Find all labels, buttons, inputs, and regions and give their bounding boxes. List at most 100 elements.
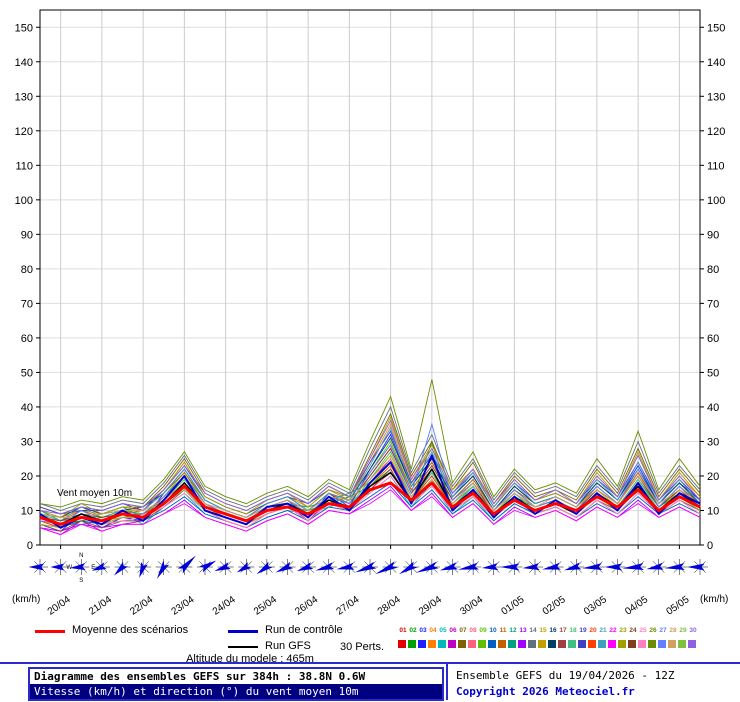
perturbation-color-swatch <box>468 640 476 648</box>
perturbation-color-swatch <box>488 640 496 648</box>
wind-direction-arrow-icon <box>375 561 398 575</box>
perturbation-number: 28 <box>669 627 677 634</box>
perturbation-number: 30 <box>689 627 697 634</box>
wind-direction-arrow-icon <box>275 561 294 573</box>
run-info-label: Ensemble GEFS du 19/04/2026 - 12Z <box>456 669 675 682</box>
diagram-title: Diagramme des ensembles GEFS sur 384h : … <box>30 669 442 684</box>
x-axis-date-label: 25/04 <box>252 594 279 618</box>
x-axis-date-label: 02/05 <box>541 594 568 618</box>
wind-direction-arrow-icon <box>50 563 65 571</box>
y-axis-label-left: 10 <box>21 505 33 517</box>
perturbation-color-swatch <box>478 640 486 648</box>
perturbation-color-swatch <box>618 640 626 648</box>
x-axis-date-label: 01/05 <box>500 594 527 618</box>
x-axis-date-label: 22/04 <box>128 594 155 618</box>
mean-line-sample <box>35 630 65 633</box>
ensemble-chart: 0 0 10 10 20 20 30 30 40 40 50 50 60 60 70 70 80 80 90 90 10… <box>15 9 725 618</box>
perturbation-number: 03 <box>419 627 427 634</box>
wind-direction-arrow-icon <box>664 563 685 571</box>
perturbation-color-swatch <box>448 640 456 648</box>
mean-line-label: Moyenne des scénarios <box>72 624 189 636</box>
perturbation-numbers-row: 01 02 03 04 05 06 07 08 09 10 11 12 13 14 15 16 17 18 19 20… <box>398 627 698 634</box>
wind-direction-arrow-icon <box>336 562 355 570</box>
perturbation-number: 16 <box>549 627 557 634</box>
perturbation-color-swatch <box>418 640 426 648</box>
gfs-line-sample <box>228 646 258 648</box>
y-axis-label-left: 140 <box>15 57 33 69</box>
wind-direction-arrow-icon <box>458 562 479 570</box>
compass-n-label: N <box>79 553 83 559</box>
wind-direction-arrow-icon <box>542 562 561 570</box>
wind-direction-arrow-icon <box>156 561 170 579</box>
ensemble-member-line <box>39 457 701 518</box>
ensemble-member-line <box>39 412 701 515</box>
perturbation-number: 23 <box>619 627 627 634</box>
chart-annotation: Vent moyen 10m <box>57 488 132 499</box>
y-axis-label-right: 20 <box>707 471 719 483</box>
perturbation-number: 04 <box>429 627 437 634</box>
wind-direction-arrow-icon <box>500 563 520 571</box>
x-axis-date-label: 21/04 <box>87 594 114 618</box>
perturbation-number: 21 <box>599 627 607 634</box>
y-axis-label-left: 0 <box>27 540 33 552</box>
x-axis-date-label: 28/04 <box>376 594 403 618</box>
perturbation-number: 15 <box>539 627 547 634</box>
wind-direction-arrow-icon <box>28 563 44 571</box>
wind-direction-arrow-icon <box>177 555 196 574</box>
y-axis-label-right: 150 <box>707 22 725 34</box>
compass-e-label: E <box>91 565 95 571</box>
gfs-line-label: Run GFS <box>265 640 311 652</box>
perturbation-number: 07 <box>459 627 467 634</box>
y-axis-label-right: 110 <box>707 160 725 172</box>
perturbation-number: 08 <box>469 627 477 634</box>
wind-direction-arrow-icon <box>315 562 335 571</box>
wind-direction-arrow-icon <box>256 561 273 575</box>
ensemble-member-line <box>39 419 701 515</box>
wind-direction-arrow-icon <box>481 563 499 571</box>
perturbation-number: 24 <box>629 627 637 634</box>
wind-direction-arrow-icon <box>91 562 107 571</box>
perturbation-color-swatch <box>398 640 406 648</box>
perturbation-color-swatch <box>678 640 686 648</box>
perturbation-color-swatch <box>438 640 446 648</box>
x-axis-date-label: 27/04 <box>335 594 362 618</box>
ensemble-member-line <box>39 489 701 536</box>
perturbation-swatches-row <box>398 640 698 648</box>
perturbation-color-swatch <box>558 640 566 648</box>
perturbation-number: 14 <box>529 627 537 634</box>
ensemble-member-line <box>39 405 701 511</box>
y-axis-label-left: 120 <box>15 126 33 138</box>
perturbation-color-swatch <box>588 640 596 648</box>
y-axis-label-left: 20 <box>21 471 33 483</box>
compass-w-label: W <box>66 565 72 571</box>
perturbation-color-swatch <box>658 640 666 648</box>
x-axis-date-label: 05/05 <box>665 594 692 618</box>
copyright-link[interactable]: Copyright 2026 Meteociel.fr <box>456 685 635 698</box>
perturbation-color-swatch <box>528 640 536 648</box>
ensemble-member-line <box>39 437 701 518</box>
footer-left-box: Diagramme des ensembles GEFS sur 384h : … <box>28 667 444 701</box>
wind-direction-arrow-icon <box>686 563 705 571</box>
y-axis-label-left: 130 <box>15 91 33 103</box>
perturbation-color-swatch <box>638 640 646 648</box>
wind-direction-arrow-icon <box>522 563 540 571</box>
ensemble-member-line <box>39 482 701 529</box>
y-axis-label-left: 50 <box>21 367 33 379</box>
wind-direction-arrow-icon <box>139 562 148 578</box>
control-line-sample <box>228 630 258 633</box>
wind-direction-arrow-icon <box>564 562 582 571</box>
perturbation-color-swatch <box>578 640 586 648</box>
perturbation-number: 25 <box>639 627 647 634</box>
wind-direction-arrow-icon <box>199 560 217 573</box>
y-axis-label-right: 80 <box>707 264 719 276</box>
y-axis-label-right: 70 <box>707 298 719 310</box>
wind-direction-arrow-icon <box>69 563 86 571</box>
perturbation-number: 22 <box>609 627 617 634</box>
compass-s-label: S <box>79 578 83 584</box>
y-axis-unit-left: (km/h) <box>12 594 41 605</box>
wind-direction-arrow-icon <box>604 563 623 571</box>
y-axis-label-left: 40 <box>21 402 33 414</box>
wind-direction-arrow-icon <box>622 563 644 571</box>
perturbation-number: 01 <box>399 627 407 634</box>
